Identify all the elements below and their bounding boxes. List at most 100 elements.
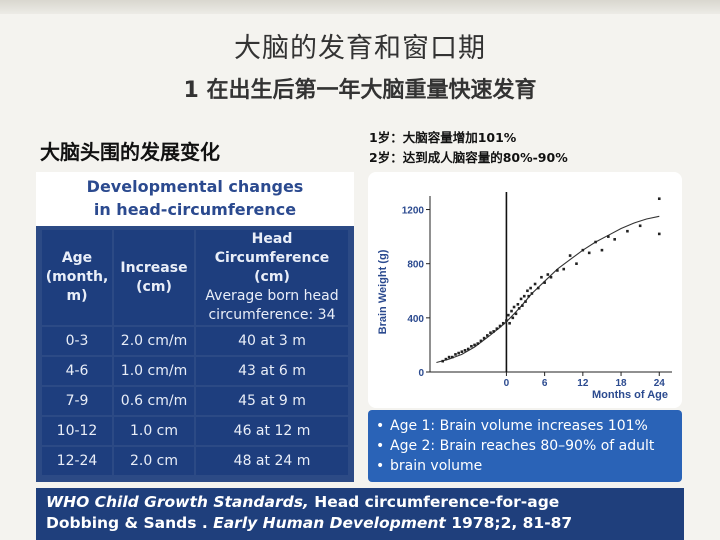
reference-line-2: Dobbing & Sands . Early Human Developmen…: [46, 513, 684, 534]
data-point: [540, 275, 543, 279]
x-axis-label: Months of Age: [592, 389, 668, 401]
data-point: [556, 269, 559, 272]
data-point: [466, 347, 470, 351]
top-decorative-band: [0, 0, 720, 14]
data-point: [519, 297, 523, 301]
slide-subtitle: 1 在出生后第一年大脑重量快速发育: [183, 78, 537, 103]
data-point: [581, 248, 585, 252]
data-point: [512, 305, 516, 309]
data-point: [511, 316, 515, 320]
reference-who-title: WHO Child Growth Standards,: [46, 493, 309, 511]
data-point: [607, 235, 610, 238]
data-point: [626, 229, 629, 233]
header-age-line2: (month,: [45, 269, 109, 285]
data-point: [526, 289, 529, 293]
x-tick-label: 0: [504, 378, 510, 389]
data-point: [613, 238, 616, 241]
caption-bullet-age-1: Age 1: Brain volume increases 101%: [376, 416, 682, 436]
table-row: 4-6 1.0 cm/m 43 at 6 m: [42, 357, 348, 385]
data-point: [521, 304, 524, 307]
x-tick-label: 18: [615, 378, 627, 389]
data-point: [638, 224, 642, 228]
data-point: [492, 330, 495, 333]
note-age-1: 1岁：大脑容量增加101%: [369, 130, 517, 145]
data-point: [463, 349, 467, 352]
cell-age: 0-3: [42, 327, 112, 355]
data-point: [476, 342, 480, 345]
data-point: [447, 355, 451, 359]
x-tick-label: 12: [577, 378, 589, 389]
header-increase-line2: (cm): [136, 278, 172, 295]
cell-head-circumference: 45 at 9 m: [196, 387, 348, 415]
data-point: [501, 321, 505, 325]
data-point: [522, 294, 526, 298]
cell-age: 7-9: [42, 387, 112, 415]
data-point: [568, 254, 572, 257]
panel-title: Developmental changes in head-circumfere…: [36, 172, 354, 226]
data-point: [530, 292, 534, 295]
data-point: [600, 248, 604, 252]
data-point: [470, 344, 473, 348]
header-age-line1: Age: [61, 250, 93, 266]
data-point: [460, 350, 464, 353]
cell-head-circumference: 46 at 12 m: [196, 417, 348, 445]
y-tick-label: 0: [418, 368, 424, 379]
data-point: [486, 334, 489, 337]
header-hc-line1: Head Circumference: [214, 231, 330, 266]
table-row: 10-12 1.0 cm 46 at 12 m: [42, 417, 348, 445]
reference-authors: Dobbing & Sands .: [46, 514, 214, 532]
data-point: [498, 324, 502, 328]
brain-weight-chart: 0 400 800 1200 0 6 12 18 24 Brain Weight (g) Mon…: [377, 192, 672, 401]
data-point: [657, 232, 661, 236]
reference-band: WHO Child Growth Standards, Head circumf…: [36, 488, 684, 540]
table-row: 12-24 2.0 cm 48 at 24 m: [42, 447, 348, 475]
data-point: [444, 357, 448, 361]
x-tick-label: 24: [654, 378, 666, 389]
data-point: [524, 300, 527, 303]
reference-line-1: WHO Child Growth Standards, Head circumf…: [46, 492, 684, 513]
header-head-circumference: Head Circumference (cm) Average born hea…: [196, 230, 348, 325]
cell-age: 4-6: [42, 357, 112, 385]
data-point: [657, 197, 661, 201]
table-row: 7-9 0.6 cm/m 45 at 9 m: [42, 387, 348, 415]
y-axis-label: Brain Weight (g): [377, 249, 389, 334]
table-header-row: Age (month, m) Increase (cm) Head Circum…: [42, 230, 348, 325]
header-hc-line3: Average born head: [205, 288, 339, 304]
cell-increase: 0.6 cm/m: [114, 387, 194, 415]
caption-bullet-continuation: brain volume: [376, 456, 682, 476]
data-point: [527, 294, 531, 298]
section-label: 大脑头围的发展变化: [40, 140, 220, 164]
brain-weight-chart-panel: 0 400 800 1200 0 6 12 18 24 Brain Weight (g) Mon…: [368, 172, 682, 408]
caption-box: Age 1: Brain volume increases 101% Age 2…: [368, 410, 682, 482]
data-point: [505, 319, 508, 322]
caption-list: Age 1: Brain volume increases 101% Age 2…: [368, 416, 682, 476]
data-point: [510, 309, 513, 313]
data-point: [508, 321, 511, 325]
y-tick-label: 800: [407, 260, 424, 271]
header-increase: Increase (cm): [114, 230, 194, 325]
cell-increase: 2.0 cm: [114, 447, 194, 475]
data-point: [549, 275, 553, 279]
data-point: [489, 331, 492, 335]
caption-bullet-age-2: Age 2: Brain reaches 80–90% of adult: [376, 436, 682, 456]
cell-head-circumference: 43 at 6 m: [196, 357, 348, 385]
data-point: [495, 327, 499, 330]
header-age: Age (month, m): [42, 230, 112, 325]
data-point: [457, 351, 460, 355]
cell-head-circumference: 48 at 24 m: [196, 447, 348, 475]
data-point: [450, 355, 454, 359]
data-point: [514, 312, 518, 316]
data-point: [454, 353, 457, 356]
reference-citation: 1978;2, 81-87: [445, 514, 573, 532]
data-point: [562, 267, 566, 271]
data-point: [575, 262, 578, 265]
data-point: [546, 273, 550, 276]
reference-journal: Early Human Development: [213, 514, 446, 532]
reference-who-rest: Head circumference-for-age: [308, 493, 560, 511]
data-point: [441, 359, 445, 363]
head-circumference-panel: Developmental changes in head-circumfere…: [36, 172, 354, 482]
data-point: [594, 240, 597, 244]
data-point: [473, 343, 476, 347]
cell-age: 12-24: [42, 447, 112, 475]
note-age-2: 2岁：达到成人脑容量的80%-90%: [369, 150, 568, 165]
